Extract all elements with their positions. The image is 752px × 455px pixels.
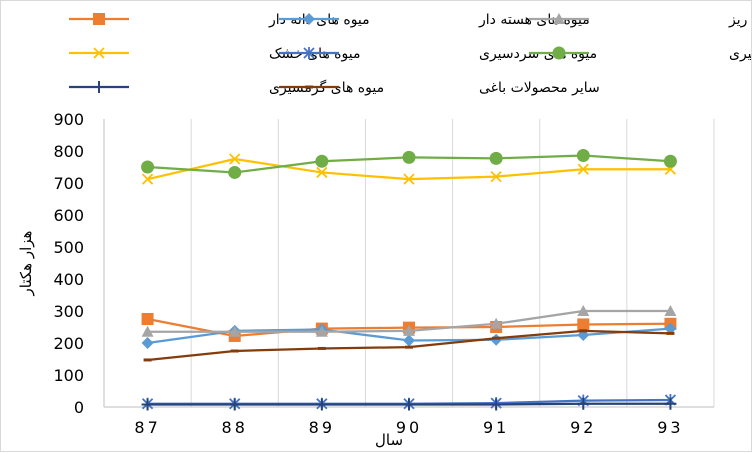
data-point — [403, 334, 415, 347]
data-point — [315, 154, 329, 168]
data-point — [141, 325, 154, 337]
x-axis-label: سال — [375, 431, 403, 449]
legend-label: میوه های دانه ریز — [728, 12, 751, 28]
y-tick-label: 200 — [53, 334, 84, 353]
series-8 — [143, 329, 675, 362]
legend-marker — [93, 81, 105, 93]
y-axis-label: هزار هکتار — [17, 230, 35, 296]
legend-label: میوه های نیمه گرمسیری — [729, 45, 751, 62]
legend-marker — [93, 13, 105, 25]
series-group — [141, 148, 677, 411]
data-point — [577, 318, 590, 331]
data-point — [141, 160, 155, 174]
data-point — [489, 151, 503, 165]
data-point — [141, 398, 154, 411]
legend-marker — [553, 13, 565, 24]
data-point — [228, 398, 241, 411]
legend-marker — [93, 47, 105, 59]
data-point — [664, 397, 677, 410]
data-point — [490, 333, 503, 346]
y-tick-label: 700 — [53, 174, 84, 193]
data-point — [228, 325, 241, 337]
y-tick-label: 400 — [53, 270, 84, 289]
legend-label: سایر محصولات باغی — [479, 80, 600, 96]
data-point — [229, 153, 241, 165]
legend-item: میوه های نیمه گرمسیری — [529, 45, 752, 62]
series-3 — [141, 305, 677, 337]
y-tick-label: 300 — [53, 302, 84, 321]
data-point — [490, 170, 502, 183]
x-tick-label: 93 — [657, 418, 683, 437]
data-point — [403, 173, 415, 185]
x-tick-label: 90 — [396, 418, 422, 437]
data-point — [141, 337, 154, 349]
data-point — [577, 305, 590, 316]
data-point — [315, 325, 328, 337]
data-point — [577, 397, 590, 410]
data-point — [490, 398, 503, 411]
data-point — [402, 150, 416, 164]
y-tick-label: 0 — [74, 398, 84, 417]
x-tick-label: 87 — [134, 418, 160, 437]
y-tick-label: 600 — [53, 206, 84, 225]
x-tick-label: 88 — [222, 418, 248, 437]
y-tick-label: 800 — [53, 142, 84, 161]
series-7 — [141, 397, 677, 411]
legend-item: میوه های دانه ریز — [529, 12, 752, 28]
data-point — [141, 313, 154, 325]
grid — [190, 119, 715, 407]
legend-item: سایر محصولات باغی — [279, 80, 600, 96]
data-point — [577, 163, 589, 175]
series-6 — [141, 148, 677, 179]
data-point — [228, 165, 242, 179]
data-point — [403, 398, 415, 411]
y-tick-label: 900 — [53, 110, 84, 129]
legend-marker — [303, 13, 315, 25]
legend-marker — [552, 46, 566, 60]
data-point — [315, 398, 328, 411]
y-tick-label: 100 — [53, 366, 84, 385]
data-point — [490, 317, 503, 329]
data-point — [316, 166, 328, 179]
x-tick-label: 89 — [309, 418, 335, 437]
axes: 0 100 200 300 400 500 600 700 800 900 87 88 89 90 91 92… — [53, 110, 714, 437]
legend-marker — [303, 47, 315, 59]
x-tick-label: 91 — [483, 418, 509, 437]
x-tick-label: 92 — [570, 418, 596, 437]
data-point — [664, 305, 677, 316]
legend: میوه های دانه دارمیوه های هسته دارمیوه ه… — [69, 12, 752, 96]
y-tick-label: 500 — [53, 238, 84, 257]
data-point — [141, 173, 154, 185]
series-4 — [141, 153, 677, 185]
data-point — [664, 322, 677, 335]
data-point — [403, 324, 415, 336]
data-point — [576, 148, 590, 162]
data-point — [663, 154, 677, 168]
